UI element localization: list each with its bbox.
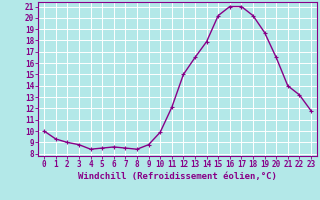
X-axis label: Windchill (Refroidissement éolien,°C): Windchill (Refroidissement éolien,°C) [78, 172, 277, 181]
